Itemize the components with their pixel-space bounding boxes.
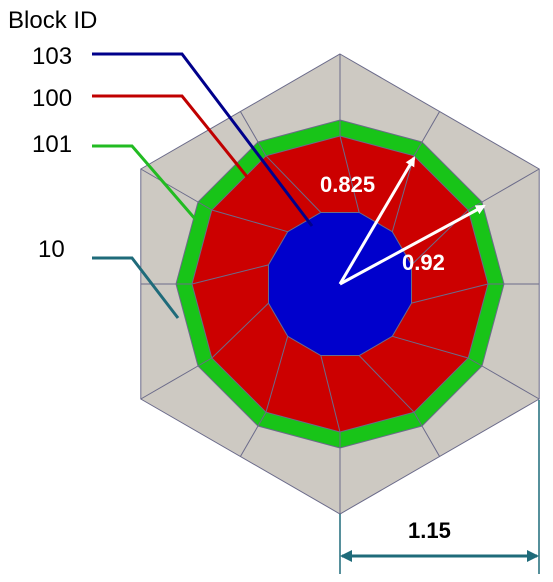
- mesh-line: [257, 141, 267, 157]
- mesh-line: [481, 168, 540, 203]
- legend-label-10: 10: [38, 236, 65, 263]
- mesh-line: [481, 365, 540, 400]
- mesh-line: [140, 365, 199, 400]
- mesh-line: [257, 411, 267, 427]
- legend-label-101: 101: [32, 131, 72, 158]
- mesh-line: [467, 357, 483, 367]
- mesh-line: [197, 357, 213, 367]
- mesh-line: [391, 155, 415, 232]
- mesh-lines: [140, 54, 540, 514]
- legend-label-100: 100: [32, 85, 72, 112]
- mesh-line: [191, 264, 269, 285]
- mesh-line: [320, 355, 341, 433]
- legend-label-103: 103: [32, 43, 72, 70]
- radius-label-092: 0.92: [402, 250, 445, 275]
- mesh-line: [265, 155, 322, 213]
- mesh-line: [140, 168, 199, 203]
- leader-line-101: [92, 144, 198, 221]
- mesh-line: [239, 111, 259, 143]
- mesh-line: [197, 201, 213, 211]
- mesh-line: [413, 141, 423, 157]
- mesh-line: [421, 111, 441, 143]
- leader-line-10: [92, 256, 180, 319]
- mesh-line: [239, 425, 259, 457]
- dimension-label-115: 1.15: [408, 518, 451, 543]
- radius-label-0825: 0.825: [320, 172, 375, 197]
- mesh-line: [358, 355, 415, 413]
- mesh-line: [339, 135, 360, 213]
- legend-title: Block ID: [8, 7, 97, 34]
- mesh-line: [413, 411, 423, 427]
- mesh-line: [411, 283, 489, 304]
- mesh-line: [211, 209, 288, 233]
- mesh-line: [392, 335, 469, 359]
- leader-line-100: [92, 94, 250, 179]
- mesh-line: [265, 336, 289, 413]
- leader-line-103: [92, 52, 314, 227]
- radius-arrow-0825: [338, 156, 416, 285]
- mesh-line: [421, 425, 441, 457]
- radius-arrow-092: [339, 204, 486, 286]
- mesh-line: [211, 302, 269, 359]
